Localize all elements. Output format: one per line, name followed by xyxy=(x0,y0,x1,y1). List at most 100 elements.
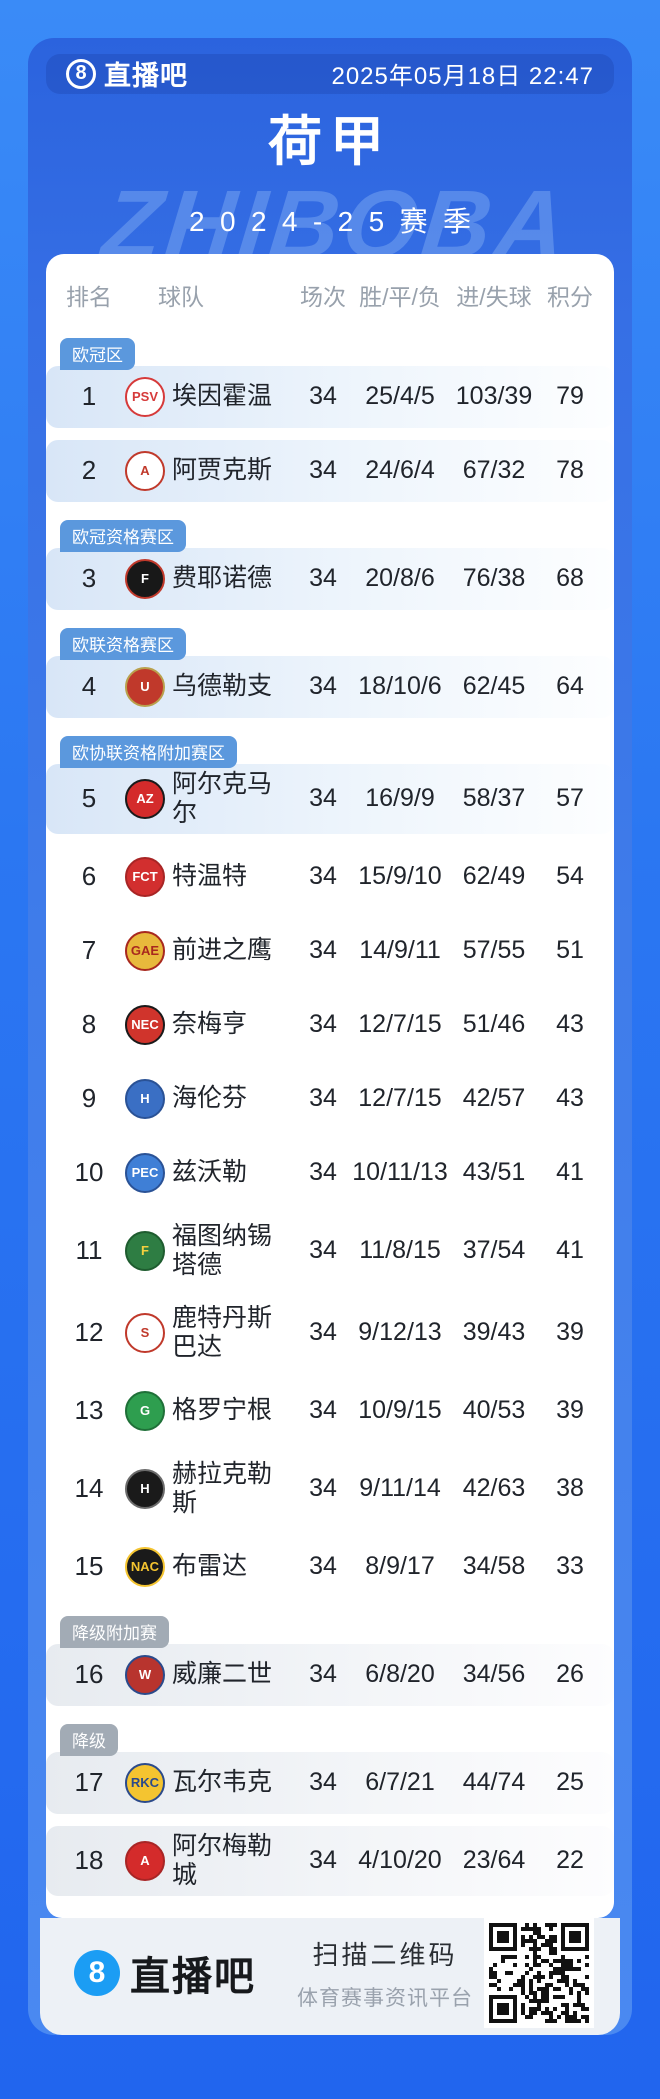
points-cell: 43 xyxy=(556,1010,584,1039)
points-cell: 57 xyxy=(556,784,584,813)
wdl-cell: 25/4/5 xyxy=(365,382,435,411)
points-cell: 51 xyxy=(556,936,584,965)
team-logo: AZ xyxy=(118,778,172,819)
points-cell: 54 xyxy=(556,862,584,891)
rank-cell: 3 xyxy=(81,563,97,594)
rank-cell: 15 xyxy=(74,1551,104,1582)
team-name: 阿尔克马尔 xyxy=(172,769,273,827)
table-header-row: 排名 球队 场次 胜/平/负 进/失球 积分 xyxy=(46,254,614,326)
table-row: 14 H 赫拉克勒斯 34 9/11/14 42/63 38 xyxy=(46,1454,614,1524)
played-cell: 34 xyxy=(309,936,337,965)
team-logo: F xyxy=(118,1230,172,1271)
goals-cell: 34/58 xyxy=(462,1552,526,1581)
played-cell: 34 xyxy=(309,672,337,701)
team-logo: GAE xyxy=(118,930,172,971)
wdl-cell: 11/8/15 xyxy=(359,1236,441,1265)
wdl-cell: 9/11/14 xyxy=(359,1474,441,1503)
team-logo: NAC xyxy=(118,1546,172,1587)
team-logo: NEC xyxy=(118,1004,172,1045)
points-cell: 26 xyxy=(556,1660,584,1689)
club-crest-icon: GAE xyxy=(125,930,165,971)
table-row: 9 H 海伦芬 34 12/7/15 42/57 43 xyxy=(46,1068,614,1130)
rank-cell: 16 xyxy=(74,1659,104,1690)
table-row: 13 G 格罗宁根 34 10/9/15 40/53 39 xyxy=(46,1380,614,1442)
scan-subtitle: 体育赛事资讯平台 xyxy=(297,1986,473,2010)
played-cell: 34 xyxy=(309,1318,337,1347)
goals-cell: 76/38 xyxy=(462,564,526,593)
team-name: 赫拉克勒斯 xyxy=(172,1459,273,1517)
played-cell: 34 xyxy=(309,1474,337,1503)
played-cell: 34 xyxy=(309,564,337,593)
goals-cell: 37/54 xyxy=(462,1236,526,1265)
team-logo: FCT xyxy=(118,856,172,897)
goals-cell: 62/49 xyxy=(462,862,526,891)
rank-cell: 12 xyxy=(74,1317,104,1348)
wdl-cell: 18/10/6 xyxy=(358,672,442,701)
footer: 8 直播吧 扫描二维码 体育赛事资讯平台 xyxy=(40,1917,620,2035)
goals-cell: 40/53 xyxy=(462,1396,526,1425)
points-cell: 41 xyxy=(556,1236,584,1265)
table-row: 4 U 乌德勒支 34 18/10/6 62/45 64 xyxy=(46,655,614,718)
wdl-cell: 20/8/6 xyxy=(365,564,435,593)
col-header-rank: 排名 xyxy=(66,283,112,310)
scan-title: 扫描二维码 xyxy=(312,1939,458,1970)
team-name: 乌德勒支 xyxy=(172,672,273,701)
goals-cell: 103/39 xyxy=(455,382,533,411)
rank-cell: 17 xyxy=(74,1767,104,1798)
zone-tag: 降级附加赛 xyxy=(60,1615,169,1648)
season-label: 2024-25赛季 xyxy=(189,205,487,237)
wdl-cell: 9/12/13 xyxy=(358,1318,442,1347)
played-cell: 34 xyxy=(309,1084,337,1113)
points-cell: 38 xyxy=(556,1474,584,1503)
table-row: 6 FCT 特温特 34 15/9/10 62/49 54 xyxy=(46,846,614,908)
club-crest-icon: F xyxy=(125,558,165,599)
team-name: 阿贾克斯 xyxy=(172,456,273,485)
points-cell: 68 xyxy=(556,564,584,593)
season-banner: ZHIBOBA 2024-25赛季 xyxy=(28,171,632,278)
club-crest-icon: S xyxy=(125,1312,165,1353)
played-cell: 34 xyxy=(309,382,337,411)
played-cell: 34 xyxy=(309,1396,337,1425)
footer-brand-logo: 8 直播吧 xyxy=(74,1944,256,2002)
wdl-cell: 10/9/15 xyxy=(358,1396,442,1425)
team-logo: H xyxy=(118,1468,172,1509)
played-cell: 34 xyxy=(309,1236,337,1265)
team-name: 前进之鹰 xyxy=(172,936,273,965)
rank-cell: 18 xyxy=(74,1845,104,1876)
played-cell: 34 xyxy=(309,862,337,891)
goals-cell: 51/46 xyxy=(462,1010,526,1039)
goals-cell: 44/74 xyxy=(462,1768,526,1797)
table-row: 10 PEC 兹沃勒 34 10/11/13 43/51 41 xyxy=(46,1142,614,1204)
wdl-cell: 15/9/10 xyxy=(358,862,442,891)
played-cell: 34 xyxy=(309,1846,337,1875)
rank-cell: 7 xyxy=(81,935,97,966)
rank-cell: 9 xyxy=(81,1083,97,1114)
goals-cell: 43/51 xyxy=(462,1158,526,1187)
team-logo: F xyxy=(118,558,172,599)
brand-name: 直播吧 xyxy=(104,61,188,92)
points-cell: 39 xyxy=(556,1318,584,1347)
zone-tag: 欧联资格赛区 xyxy=(60,627,186,660)
team-name: 瓦尔韦克 xyxy=(172,1768,273,1797)
rank-cell: 13 xyxy=(74,1395,104,1426)
wdl-cell: 14/9/11 xyxy=(359,936,441,965)
goals-cell: 62/45 xyxy=(462,672,526,701)
team-logo: A xyxy=(118,450,172,491)
team-name: 福图纳锡塔德 xyxy=(172,1221,273,1279)
played-cell: 34 xyxy=(309,1010,337,1039)
points-cell: 25 xyxy=(556,1768,584,1797)
wdl-cell: 4/10/20 xyxy=(358,1846,442,1875)
club-crest-icon: PSV xyxy=(125,376,165,417)
club-crest-icon: W xyxy=(125,1654,165,1695)
table-row: 7 GAE 前进之鹰 34 14/9/11 57/55 51 xyxy=(46,920,614,982)
rank-cell: 5 xyxy=(81,783,97,814)
club-crest-icon: NEC xyxy=(125,1004,165,1045)
col-header-wdl: 胜/平/负 xyxy=(359,283,441,310)
goals-cell: 42/57 xyxy=(462,1084,526,1113)
points-cell: 33 xyxy=(556,1552,584,1581)
team-logo: G xyxy=(118,1390,172,1431)
rank-cell: 2 xyxy=(81,455,97,486)
club-crest-icon: PEC xyxy=(125,1152,165,1193)
scan-hint: 扫描二维码 体育赛事资讯平台 xyxy=(297,1935,473,2012)
standings-table: 排名 球队 场次 胜/平/负 进/失球 积分 欧冠区 1 PSV 埃因霍温 34 25/4… xyxy=(46,253,614,1918)
